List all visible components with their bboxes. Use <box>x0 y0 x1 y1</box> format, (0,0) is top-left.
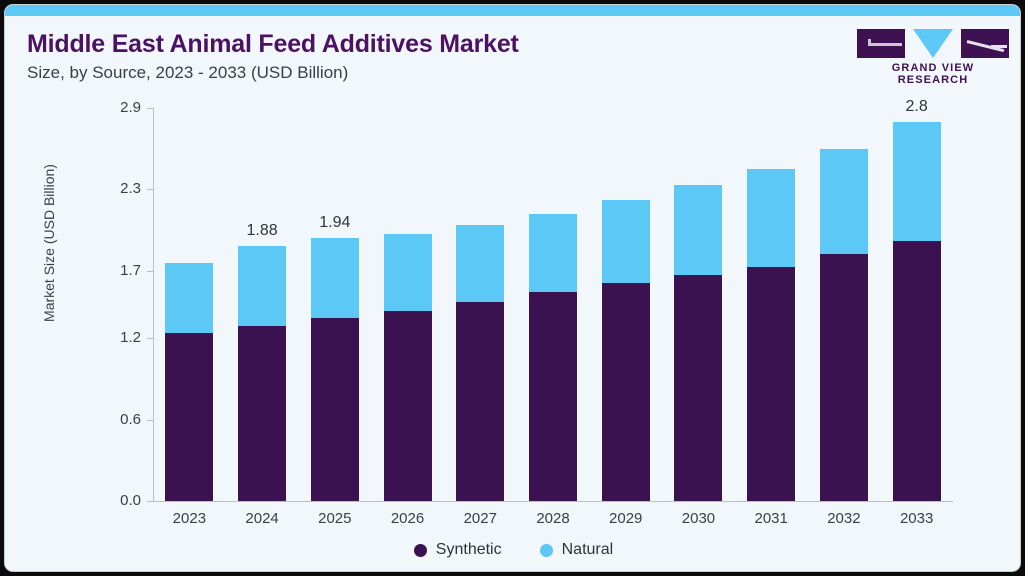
y-tick-label: 0.0 <box>120 492 141 509</box>
bar-series-container: 1.88 1.94 2.8 <box>153 98 953 501</box>
bar-value-label: 1.94 <box>319 214 351 232</box>
bar-segment-natural[interactable] <box>892 121 941 241</box>
y-tick-label: 0.6 <box>120 410 141 428</box>
bar-group-2032[interactable] <box>819 148 868 501</box>
x-tick-label-2023: 2023 <box>172 510 207 527</box>
legend-swatch-icon <box>539 543 553 557</box>
bar-group-2031[interactable] <box>747 169 796 501</box>
bar-segment-synthetic[interactable] <box>674 274 723 501</box>
y-tick-label: 2.9 <box>120 99 141 116</box>
logo-block-left-icon <box>857 29 905 58</box>
chart-card: Middle East Animal Feed Additives Market… <box>4 4 1021 572</box>
bar-segment-synthetic[interactable] <box>238 326 287 501</box>
legend-item-synthetic[interactable]: Synthetic <box>413 541 502 559</box>
legend-item-natural[interactable]: Natural <box>539 541 614 559</box>
x-tick-label-2028: 2028 <box>536 510 570 527</box>
bar-segment-synthetic[interactable] <box>819 254 868 501</box>
bar-segment-natural[interactable] <box>674 185 723 275</box>
page-title: Middle East Animal Feed Additives Market <box>27 30 519 58</box>
bar-group-2028[interactable] <box>529 213 577 501</box>
x-tick-label-2025: 2025 <box>318 510 352 527</box>
bar-segment-natural[interactable] <box>601 200 650 283</box>
logo-wordmark: GRAND VIEW RESEARCH <box>891 62 975 86</box>
chart-plot-area: Market Size (USD Billion) 0.0 0.6 1.2 1.7 2.… <box>5 5 1020 571</box>
bar-segment-natural[interactable] <box>456 224 505 302</box>
x-tick-label-2029: 2029 <box>609 510 643 527</box>
chart-legend: Synthetic Natural <box>5 541 1020 559</box>
y-tick-mark <box>147 189 154 191</box>
bar-segment-natural[interactable] <box>819 148 868 255</box>
y-tick-mark <box>147 270 154 272</box>
bar-group-2025[interactable]: 1.94 <box>310 214 359 501</box>
x-tick-label-2033: 2033 <box>899 510 934 527</box>
legend-label: Natural <box>561 541 614 558</box>
legend-label: Synthetic <box>435 541 502 558</box>
bar-group-2024[interactable]: 1.88 <box>238 222 287 501</box>
bar-segment-synthetic[interactable] <box>456 301 505 501</box>
y-tick-mark <box>147 419 154 421</box>
y-tick-mark <box>147 108 154 109</box>
bar-segment-synthetic[interactable] <box>892 240 941 501</box>
bar-segment-synthetic[interactable] <box>165 332 214 501</box>
legend-swatch-icon <box>413 543 427 557</box>
bar-group-2029[interactable] <box>601 200 650 501</box>
bar-group-2027[interactable] <box>456 224 505 501</box>
bar-segment-natural[interactable] <box>310 238 359 319</box>
logo-triangle-icon <box>913 29 953 58</box>
accent-top-strip <box>5 5 1020 16</box>
bar-value-label: 1.88 <box>246 222 278 240</box>
bar-value-label: 2.8 <box>905 97 928 115</box>
bar-segment-synthetic[interactable] <box>383 311 432 501</box>
bar-group-2026[interactable] <box>383 234 432 501</box>
x-axis-line <box>153 501 953 502</box>
bar-group-2023[interactable] <box>165 262 214 501</box>
bar-segment-synthetic[interactable] <box>601 282 650 501</box>
y-tick-mark <box>147 501 154 502</box>
page-subtitle: Size, by Source, 2023 - 2033 (USD Billio… <box>27 63 349 82</box>
bar-segment-natural[interactable] <box>747 169 796 267</box>
bar-segment-natural[interactable] <box>383 234 432 312</box>
bar-segment-synthetic[interactable] <box>747 266 796 501</box>
bar-segment-natural[interactable] <box>529 213 577 293</box>
y-tick-label: 1.2 <box>120 329 141 347</box>
x-tick-label-2031: 2031 <box>754 510 788 527</box>
brand-logo: GRAND VIEW RESEARCH <box>857 29 1009 86</box>
y-axis-title: Market Size (USD Billion) <box>41 164 57 322</box>
x-tick-label-2032: 2032 <box>827 510 861 527</box>
bar-segment-synthetic[interactable] <box>310 318 359 501</box>
y-tick-mark <box>147 338 154 340</box>
x-tick-label-2027: 2027 <box>463 510 497 527</box>
x-tick-label-2026: 2026 <box>390 510 425 527</box>
x-tick-label-2030: 2030 <box>681 510 716 527</box>
bar-segment-natural[interactable] <box>165 262 214 333</box>
y-tick-label: 2.3 <box>120 180 141 198</box>
bar-segment-synthetic[interactable] <box>529 292 577 501</box>
logo-block-right-icon <box>961 29 1009 58</box>
bar-segment-natural[interactable] <box>238 246 287 327</box>
bar-group-2033[interactable]: 2.8 <box>892 98 941 501</box>
logo-marks <box>857 29 1009 58</box>
x-tick-label-2024: 2024 <box>245 510 279 527</box>
bar-group-2030[interactable] <box>674 185 723 501</box>
y-axis-line <box>153 108 154 501</box>
y-tick-label: 1.7 <box>120 261 141 279</box>
